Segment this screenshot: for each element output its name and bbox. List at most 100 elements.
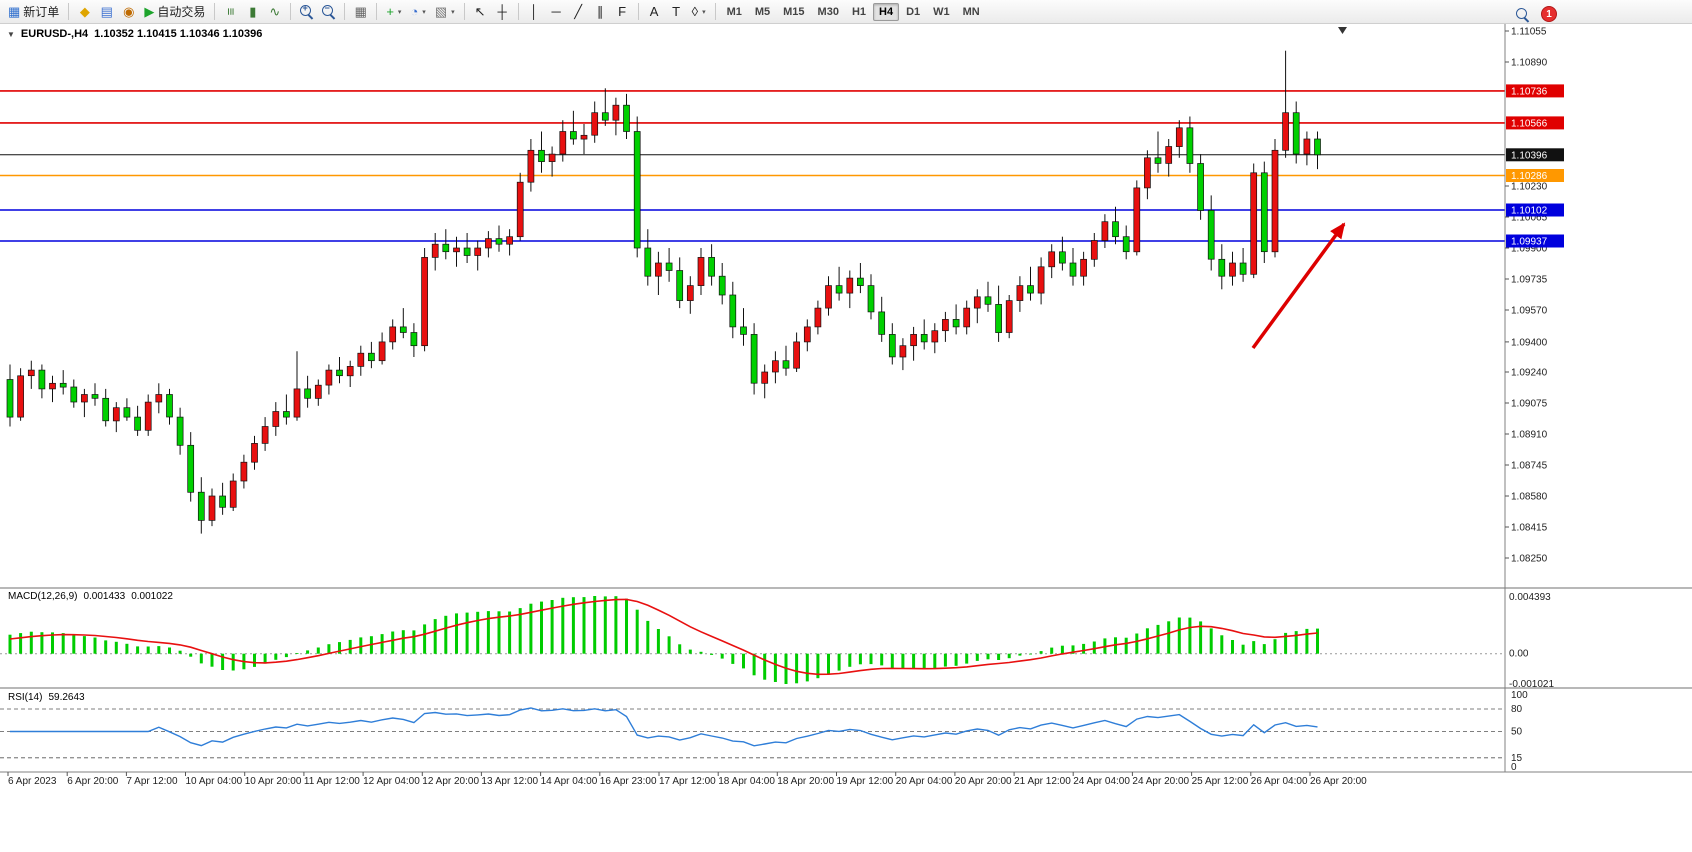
new-chart-button[interactable]: + ▾ [382,2,405,22]
one-click-trading-toggle[interactable]: ▼ [7,29,15,39]
svg-text:80: 80 [1511,704,1523,715]
macd-scale[interactable]: 0.004393 0.00 -0.001021 [1509,592,1554,690]
svg-text:1.10396: 1.10396 [1511,150,1548,161]
charts-button[interactable]: ◆ [74,2,95,22]
svg-text:1.10065: 1.10065 [1511,213,1548,224]
zoom-in-icon: + [300,3,313,18]
new-order-button[interactable]: ▦ 新订单 [4,2,63,22]
line-chart-icon: ∿ [269,4,281,19]
svg-text:1.10230: 1.10230 [1511,182,1548,193]
horizontal-line-button[interactable]: ─ [546,2,567,22]
trendline-button[interactable]: ╱ [568,2,589,22]
svg-text:1.10736: 1.10736 [1511,86,1548,97]
text-label-button[interactable]: T [666,2,687,22]
vertical-line-icon: │ [530,4,539,19]
tile-windows-icon: ▦ [354,4,367,19]
timeframe-d1-button[interactable]: D1 [906,5,921,18]
svg-text:6 Apr 20:00: 6 Apr 20:00 [67,776,119,787]
toolbar-separator [344,3,346,20]
timeframe-m30-button[interactable]: M30 [817,5,839,18]
svg-text:14 Apr 04:00: 14 Apr 04:00 [541,776,598,787]
zoom-out-button[interactable]: − [318,2,339,22]
market-watch-button[interactable]: ▤ [96,2,117,22]
timeframe-m15-button[interactable]: M15 [783,5,805,18]
price-line-labels: 1.10736 1.10566 1.10396 1.10286 1.10102 1.099… [1506,84,1564,248]
candlestick-series [6,50,1321,534]
template-button[interactable]: ▧ ▾ [431,2,459,22]
svg-text:12 Apr 20:00: 12 Apr 20:00 [422,776,479,787]
candlestick-chart-icon: ▮ [249,4,257,19]
svg-text:24 Apr 04:00: 24 Apr 04:00 [1073,776,1130,787]
vertical-line-button[interactable]: │ [524,2,545,22]
timeframe-w1-button[interactable]: W1 [933,5,950,18]
template-dropdown-icon: ▾ [451,8,455,16]
svg-text:24 Apr 20:00: 24 Apr 20:00 [1132,776,1189,787]
svg-text:21 Apr 12:00: 21 Apr 12:00 [1014,776,1071,787]
rsi-scale[interactable]: 100 80 50 150 [1511,690,1528,773]
fibonacci-icon: F [618,4,627,19]
trend-arrow-annotation[interactable] [1251,222,1346,350]
svg-text:20 Apr 20:00: 20 Apr 20:00 [955,776,1012,787]
equidistant-channel-button[interactable]: ∥ [590,2,611,22]
main-toolbar: ▦ 新订单 ◆ ▤ ◉ ▶ 自动交易 ≡ ▮ ∿ + − ▦ + ▾ ◔ ▾ ▧ ▾ ↖ ┼ │ ─ ╱ ∥ F A T ◊ ▾ M1 M5 M… [0,0,1692,24]
toolbar-buttons: ▦ 新订单 ◆ ▤ ◉ ▶ 自动交易 ≡ ▮ ∿ + − ▦ + ▾ ◔ ▾ ▧ ▾ ↖ ┼ │ ─ ╱ ∥ F A T ◊ ▾ M1 M5 M… [4,2,986,22]
svg-text:20 Apr 04:00: 20 Apr 04:00 [896,776,953,787]
svg-text:1.10890: 1.10890 [1511,58,1548,69]
timeframe-h4-button[interactable]: H4 [873,2,900,21]
svg-text:16 Apr 23:00: 16 Apr 23:00 [600,776,657,787]
text-button[interactable]: A [644,2,665,22]
fibonacci-button[interactable]: F [612,2,633,22]
notification-badge[interactable]: 1 [1541,6,1557,22]
period-button[interactable]: ◔ ▾ [406,2,429,22]
toolbar-separator [290,3,292,20]
bar-chart-button[interactable]: ≡ [220,2,241,22]
timeframe-h1-button[interactable]: H1 [851,5,867,18]
marketplace-button[interactable]: ◉ [118,2,139,22]
svg-text:1.09400: 1.09400 [1511,337,1548,348]
autotrading-button[interactable]: ▶ 自动交易 [140,2,209,22]
chart-shift-marker[interactable] [1338,27,1347,34]
svg-text:18 Apr 20:00: 18 Apr 20:00 [777,776,834,787]
line-chart-button[interactable]: ∿ [264,2,285,22]
search-button[interactable] [1512,4,1533,24]
macd-signal-value: 0.001022 [131,591,173,602]
crosshair-button[interactable]: ┼ [492,2,513,22]
time-axis[interactable]: 6 Apr 2023 6 Apr 20:00 7 Apr 12:00 10 Apr 0… [7,772,1367,787]
svg-text:19 Apr 12:00: 19 Apr 12:00 [837,776,894,787]
tile-windows-button[interactable]: ▦ [350,2,371,22]
toolbar-separator [637,3,639,20]
svg-text:0: 0 [1511,762,1517,773]
svg-text:1.08415: 1.08415 [1511,523,1548,534]
macd-indicator-label: MACD(12,26,9) 0.001433 0.001022 [8,591,173,602]
svg-text:25 Apr 12:00: 25 Apr 12:00 [1192,776,1249,787]
price-scale[interactable]: 1.11055 1.10890 1.10230 1.10065 1.09900 1.097… [1505,27,1548,565]
svg-text:1.08250: 1.08250 [1511,554,1548,565]
new-order-icon: ▦ [8,4,21,19]
cursor-button[interactable]: ↖ [470,2,491,22]
macd-main-value: 0.001433 [83,591,126,602]
zoom-in-button[interactable]: + [296,2,317,22]
svg-text:1.11055: 1.11055 [1511,27,1547,38]
svg-text:1.09735: 1.09735 [1511,275,1548,286]
bar-chart-icon: ≡ [223,7,239,16]
market-watch-icon: ▤ [100,4,113,19]
arrows-shapes-button[interactable]: ◊ ▾ [688,2,710,22]
candlestick-chart-button[interactable]: ▮ [242,2,263,22]
chart-title: ▼ EURUSD-,H4 1.10352 1.10415 1.10346 1.1… [7,28,262,40]
svg-text:1.08910: 1.08910 [1511,430,1548,441]
toolbar-separator [68,3,70,20]
svg-text:1.09900: 1.09900 [1511,244,1548,255]
timeframe-mn-button[interactable]: MN [962,5,980,18]
zoom-out-icon: − [322,3,335,18]
svg-text:1.10566: 1.10566 [1511,118,1548,129]
svg-text:7 Apr 12:00: 7 Apr 12:00 [126,776,178,787]
svg-text:1.08745: 1.08745 [1511,461,1548,472]
svg-text:1.10286: 1.10286 [1511,171,1548,182]
svg-text:26 Apr 20:00: 26 Apr 20:00 [1310,776,1367,787]
timeframe-m5-button[interactable]: M5 [754,5,771,18]
horizontal-line-icon: ─ [551,4,561,19]
timeframe-m1-button[interactable]: M1 [726,5,742,18]
toolbar-right-cluster: 1 [1512,4,1557,24]
arrows-shapes-dropdown-icon: ▾ [702,8,706,16]
